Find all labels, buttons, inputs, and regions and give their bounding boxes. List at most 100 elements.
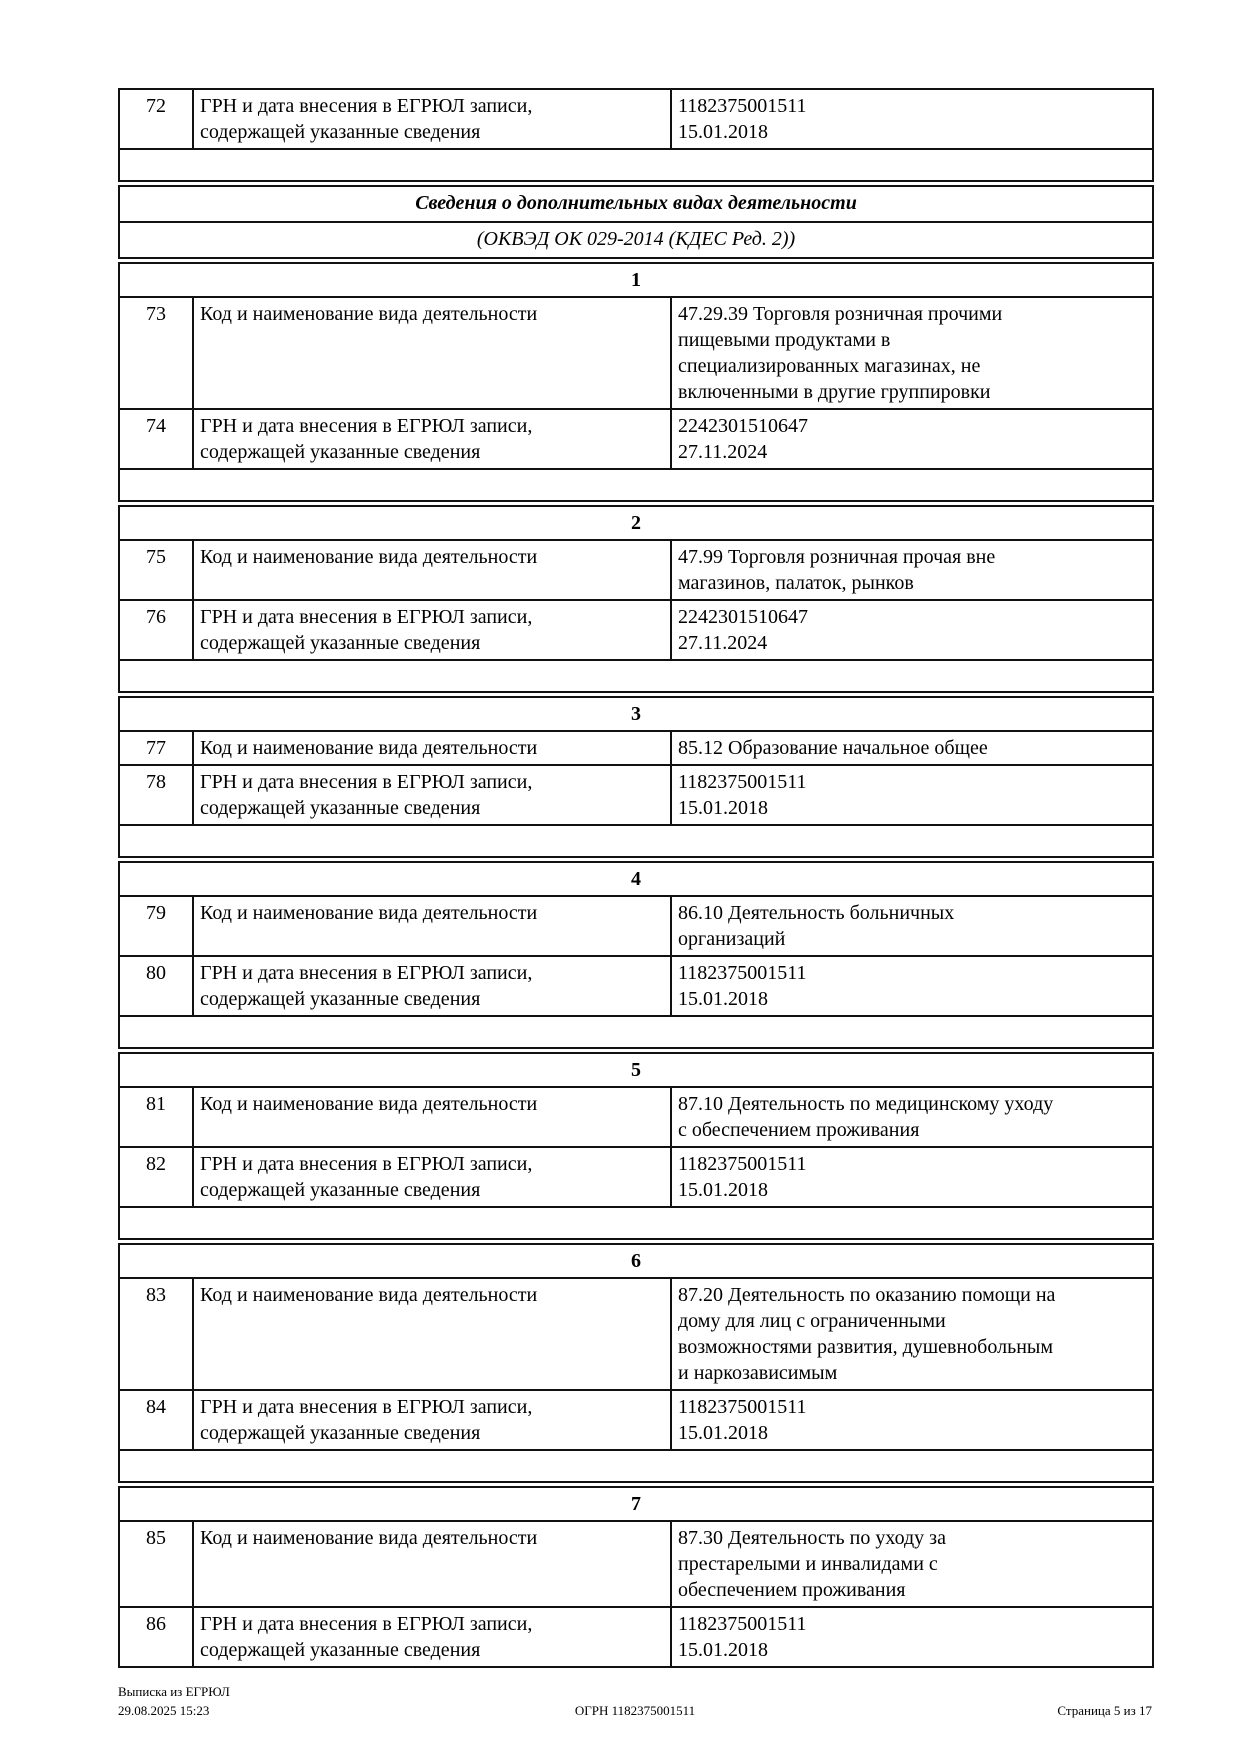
footer-doc-type: Выписка из ЕГРЮЛ — [118, 1684, 230, 1699]
section-header-table: Сведения о дополнительных видах деятельн… — [117, 185, 1155, 259]
activity-group-table-6: 6 83 Код и наименование вида деятельност… — [118, 1243, 1154, 1483]
table-row: 82 ГРН и дата внесения в ЕГРЮЛ записи, с… — [118, 1146, 1154, 1208]
row-value: 87.30 Деятельность по уходу за престарел… — [670, 1520, 1154, 1608]
spacer-row — [118, 1449, 1154, 1483]
row-number: 84 — [118, 1389, 194, 1451]
spacer-row — [118, 659, 1154, 693]
row-label: Код и наименование вида деятельности — [192, 1086, 672, 1148]
row-label: ГРН и дата внесения в ЕГРЮЛ записи, соде… — [192, 599, 672, 661]
table-row: 81 Код и наименование вида деятельности … — [118, 1086, 1154, 1148]
table-row: 74 ГРН и дата внесения в ЕГРЮЛ записи, с… — [118, 408, 1154, 470]
table-row: 77 Код и наименование вида деятельности … — [118, 730, 1154, 766]
row-label: Код и наименование вида деятельности — [192, 1520, 672, 1608]
row-label: ГРН и дата внесения в ЕГРЮЛ записи, соде… — [192, 955, 672, 1017]
footer-ogrn: ОГРН 1182375001511 — [574, 1703, 696, 1718]
table-row: 80 ГРН и дата внесения в ЕГРЮЛ записи, с… — [118, 955, 1154, 1017]
footer-doc-info: Выписка из ЕГРЮЛ 29.08.2025 15:23 — [118, 1682, 230, 1720]
table-row: 84 ГРН и дата внесения в ЕГРЮЛ записи, с… — [118, 1389, 1154, 1451]
activity-group-table-7: 7 85 Код и наименование вида деятельност… — [118, 1486, 1154, 1668]
row-label: ГРН и дата внесения в ЕГРЮЛ записи, соде… — [192, 764, 672, 826]
row-value: 87.10 Деятельность по медицинскому уходу… — [670, 1086, 1154, 1148]
row-value: 86.10 Деятельность больничных организаци… — [670, 895, 1154, 957]
spacer-row — [118, 1015, 1154, 1049]
row-number: 72 — [118, 88, 194, 150]
section-title-row: Сведения о дополнительных видах деятельн… — [117, 185, 1155, 223]
activity-group-table-1: 1 73 Код и наименование вида деятельност… — [118, 262, 1154, 502]
group-index-row: 4 — [118, 861, 1154, 897]
row-number: 73 — [118, 296, 194, 410]
section-subtitle-row: (ОКВЭД ОК 029-2014 (КДЕС Ред. 2)) — [117, 221, 1155, 259]
spacer-row — [118, 824, 1154, 858]
row-number: 83 — [118, 1277, 194, 1391]
row-label: Код и наименование вида деятельности — [192, 895, 672, 957]
group-index-row: 2 — [118, 505, 1154, 541]
group-index: 4 — [118, 861, 1154, 897]
spacer-row — [118, 1206, 1154, 1240]
group-index: 5 — [118, 1052, 1154, 1088]
row-number: 76 — [118, 599, 194, 661]
activity-group-table-2: 2 75 Код и наименование вида деятельност… — [118, 505, 1154, 693]
row-value: 47.29.39 Торговля розничная прочими пище… — [670, 296, 1154, 410]
row-label: ГРН и дата внесения в ЕГРЮЛ записи, соде… — [192, 408, 672, 470]
row-number: 82 — [118, 1146, 194, 1208]
spacer-row — [118, 468, 1154, 502]
row-value: 1182375001511 15.01.2018 — [670, 764, 1154, 826]
table-row: 83 Код и наименование вида деятельности … — [118, 1277, 1154, 1391]
group-index-row: 5 — [118, 1052, 1154, 1088]
row-value: 87.20 Деятельность по оказанию помощи на… — [670, 1277, 1154, 1391]
group-index: 3 — [118, 696, 1154, 732]
row-number: 74 — [118, 408, 194, 470]
row-value: 47.99 Торговля розничная прочая вне мага… — [670, 539, 1154, 601]
table-row: 72 ГРН и дата внесения в ЕГРЮЛ записи, с… — [118, 88, 1154, 150]
row-number: 85 — [118, 1520, 194, 1608]
group-index-row: 6 — [118, 1243, 1154, 1279]
table-row: 79 Код и наименование вида деятельности … — [118, 895, 1154, 957]
row-value: 85.12 Образование начальное общее — [670, 730, 1154, 766]
row-value: 2242301510647 27.11.2024 — [670, 408, 1154, 470]
row-number: 78 — [118, 764, 194, 826]
group-index-row: 7 — [118, 1486, 1154, 1522]
row-label: Код и наименование вида деятельности — [192, 539, 672, 601]
activity-group-table-3: 3 77 Код и наименование вида деятельност… — [118, 696, 1154, 858]
group-index: 7 — [118, 1486, 1154, 1522]
row-label: ГРН и дата внесения в ЕГРЮЛ записи, соде… — [192, 88, 672, 150]
grn-record-table-72: 72 ГРН и дата внесения в ЕГРЮЛ записи, с… — [118, 88, 1154, 182]
table-row: 86 ГРН и дата внесения в ЕГРЮЛ записи, с… — [118, 1606, 1154, 1668]
row-label: ГРН и дата внесения в ЕГРЮЛ записи, соде… — [192, 1389, 672, 1451]
row-value: 1182375001511 15.01.2018 — [670, 1146, 1154, 1208]
table-row: 78 ГРН и дата внесения в ЕГРЮЛ записи, с… — [118, 764, 1154, 826]
group-index: 2 — [118, 505, 1154, 541]
table-row: 76 ГРН и дата внесения в ЕГРЮЛ записи, с… — [118, 599, 1154, 661]
table-row: 73 Код и наименование вида деятельности … — [118, 296, 1154, 410]
group-index: 6 — [118, 1243, 1154, 1279]
section-title: Сведения о дополнительных видах деятельн… — [117, 185, 1155, 223]
row-value: 1182375001511 15.01.2018 — [670, 1389, 1154, 1451]
row-number: 80 — [118, 955, 194, 1017]
row-value: 1182375001511 15.01.2018 — [670, 1606, 1154, 1668]
group-index-row: 1 — [118, 262, 1154, 298]
spacer-row — [118, 148, 1154, 182]
footer-datetime: 29.08.2025 15:23 — [118, 1703, 210, 1718]
table-row: 85 Код и наименование вида деятельности … — [118, 1520, 1154, 1608]
group-index: 1 — [118, 262, 1154, 298]
row-value: 1182375001511 15.01.2018 — [670, 88, 1154, 150]
row-number: 77 — [118, 730, 194, 766]
footer-page-number: Страница 5 из 17 — [1057, 1703, 1152, 1718]
row-number: 86 — [118, 1606, 194, 1668]
group-index-row: 3 — [118, 696, 1154, 732]
row-number: 81 — [118, 1086, 194, 1148]
egrul-extract-page: 72 ГРН и дата внесения в ЕГРЮЛ записи, с… — [117, 88, 1155, 1671]
row-number: 79 — [118, 895, 194, 957]
activity-group-table-5: 5 81 Код и наименование вида деятельност… — [118, 1052, 1154, 1240]
section-subtitle: (ОКВЭД ОК 029-2014 (КДЕС Ред. 2)) — [117, 221, 1155, 259]
row-label: Код и наименование вида деятельности — [192, 1277, 672, 1391]
row-value: 1182375001511 15.01.2018 — [670, 955, 1154, 1017]
row-label: ГРН и дата внесения в ЕГРЮЛ записи, соде… — [192, 1146, 672, 1208]
row-value: 2242301510647 27.11.2024 — [670, 599, 1154, 661]
row-label: Код и наименование вида деятельности — [192, 730, 672, 766]
row-label: ГРН и дата внесения в ЕГРЮЛ записи, соде… — [192, 1606, 672, 1668]
table-row: 75 Код и наименование вида деятельности … — [118, 539, 1154, 601]
row-number: 75 — [118, 539, 194, 601]
row-label: Код и наименование вида деятельности — [192, 296, 672, 410]
activity-group-table-4: 4 79 Код и наименование вида деятельност… — [118, 861, 1154, 1049]
